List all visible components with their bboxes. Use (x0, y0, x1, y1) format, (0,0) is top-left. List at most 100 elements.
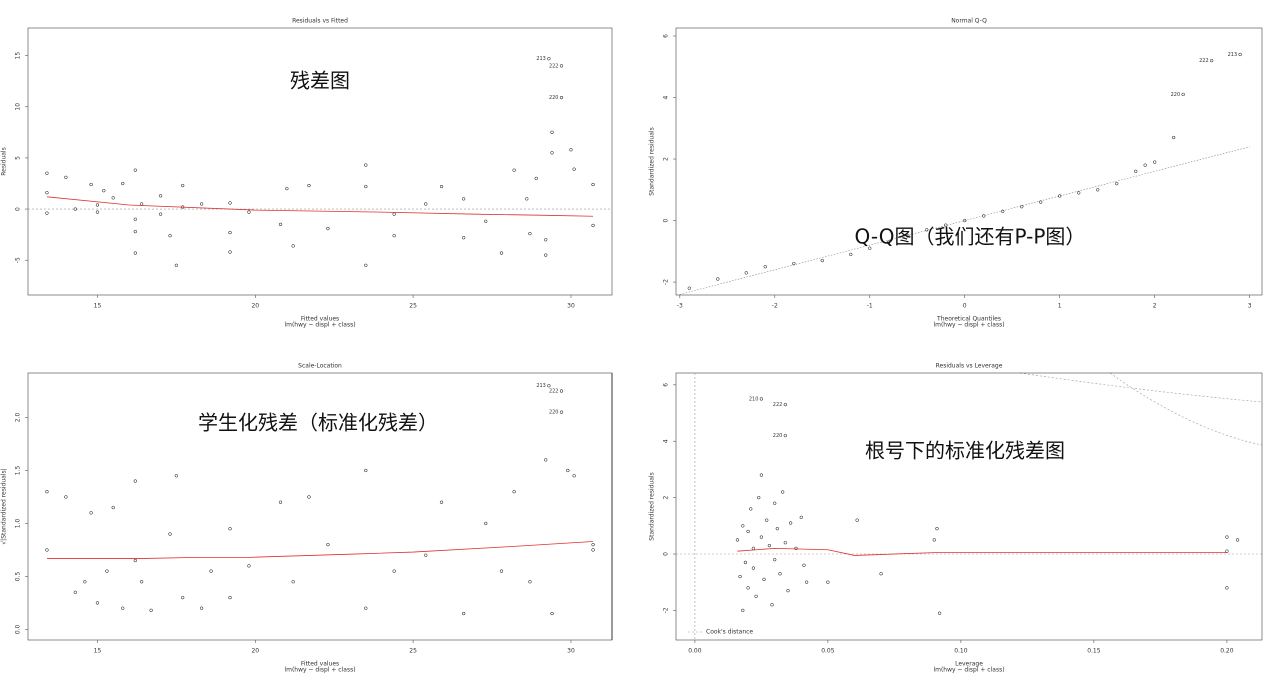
y-tick-label: 0 (663, 552, 670, 556)
point (786, 589, 790, 593)
point (591, 542, 595, 547)
outlier-label: 220 (773, 433, 783, 439)
point (95, 203, 100, 207)
point (1235, 538, 1240, 542)
outlier-point (547, 384, 551, 388)
point (45, 548, 49, 552)
point (484, 521, 488, 526)
point (550, 151, 554, 155)
point (781, 490, 785, 494)
point (868, 246, 872, 250)
point (139, 202, 144, 206)
chart-title: Scale-Location (298, 363, 342, 370)
point (783, 541, 787, 545)
point (461, 236, 466, 240)
point (770, 603, 774, 607)
point (499, 569, 504, 573)
point (95, 210, 100, 214)
point (199, 202, 204, 206)
x-tick-label: 30 (567, 303, 575, 310)
point (820, 258, 824, 263)
point (528, 231, 532, 236)
x-tick-label: 1 (1058, 303, 1062, 310)
point (228, 595, 232, 600)
point (73, 207, 78, 211)
point (569, 148, 573, 152)
point (855, 518, 859, 522)
outlier-point (547, 57, 551, 61)
annotation: 残差图 (290, 69, 350, 93)
point (591, 548, 595, 552)
point (799, 515, 803, 520)
outlier-label: 222 (549, 389, 559, 395)
point (778, 572, 782, 576)
point (364, 163, 368, 167)
x-tick-label: 20 (251, 303, 259, 310)
x-tick-label: 0.15 (1087, 648, 1101, 655)
point (307, 495, 311, 499)
plot-frame (675, 372, 1263, 641)
x-tick-label: 2 (1153, 303, 1157, 310)
point (566, 468, 570, 473)
outlier-point (559, 389, 564, 393)
point (247, 210, 251, 214)
point (1134, 169, 1138, 173)
point (133, 229, 137, 234)
point (963, 218, 967, 223)
point (133, 251, 137, 255)
outlier-point (783, 433, 787, 438)
point (64, 175, 68, 180)
point (291, 580, 295, 584)
y-tick-label: 2 (663, 496, 670, 500)
reference-line (679, 146, 1250, 295)
point (1143, 163, 1147, 167)
point (133, 217, 137, 221)
point (751, 546, 756, 551)
plot-frame (27, 372, 613, 641)
x-tick-label: 0.20 (1220, 648, 1234, 655)
point (687, 286, 691, 290)
y-axis-label: Residuals (1, 147, 8, 175)
point (826, 580, 830, 584)
outlier-point (559, 64, 564, 68)
point (932, 538, 936, 542)
point (534, 176, 538, 181)
x-axis-subtitle: lm(hwy ~ displ + class) (284, 322, 355, 329)
x-tick-label: 30 (567, 648, 575, 655)
point (757, 495, 761, 500)
point (83, 580, 87, 584)
point (133, 558, 137, 563)
outlier-point (783, 402, 787, 407)
outlier-point (1238, 52, 1242, 57)
x-tick-label: 0.10 (954, 648, 968, 655)
y-tick-label: 2.0 (15, 413, 22, 423)
y-tick-label: 0 (15, 207, 22, 211)
point (326, 542, 330, 547)
outlier-label: 222 (549, 63, 559, 69)
point (591, 182, 595, 187)
point (744, 271, 748, 275)
y-axis-label: Standardized residuals (649, 127, 656, 195)
y-tick-label: -2 (663, 607, 670, 613)
point (89, 182, 93, 187)
annotation: Q-Q图（我们还有P-P图） (855, 225, 1086, 249)
point (746, 586, 750, 590)
cooks-contour (1019, 372, 1263, 403)
point (775, 526, 779, 531)
point (1039, 200, 1043, 204)
x-tick-label: -2 (772, 303, 778, 310)
point (944, 223, 948, 227)
y-tick-label: 6 (663, 34, 670, 38)
y-tick-label: 4 (663, 439, 670, 443)
point (364, 184, 368, 189)
point (64, 495, 68, 499)
x-tick-label: 25 (409, 303, 417, 310)
y-tick-label: 10 (15, 103, 22, 111)
x-tick-label: 25 (409, 648, 417, 655)
point (1096, 188, 1100, 192)
point (937, 611, 942, 615)
point (209, 569, 213, 573)
point (1225, 549, 1229, 553)
point (45, 171, 49, 175)
y-tick-label: 0 (663, 218, 670, 222)
